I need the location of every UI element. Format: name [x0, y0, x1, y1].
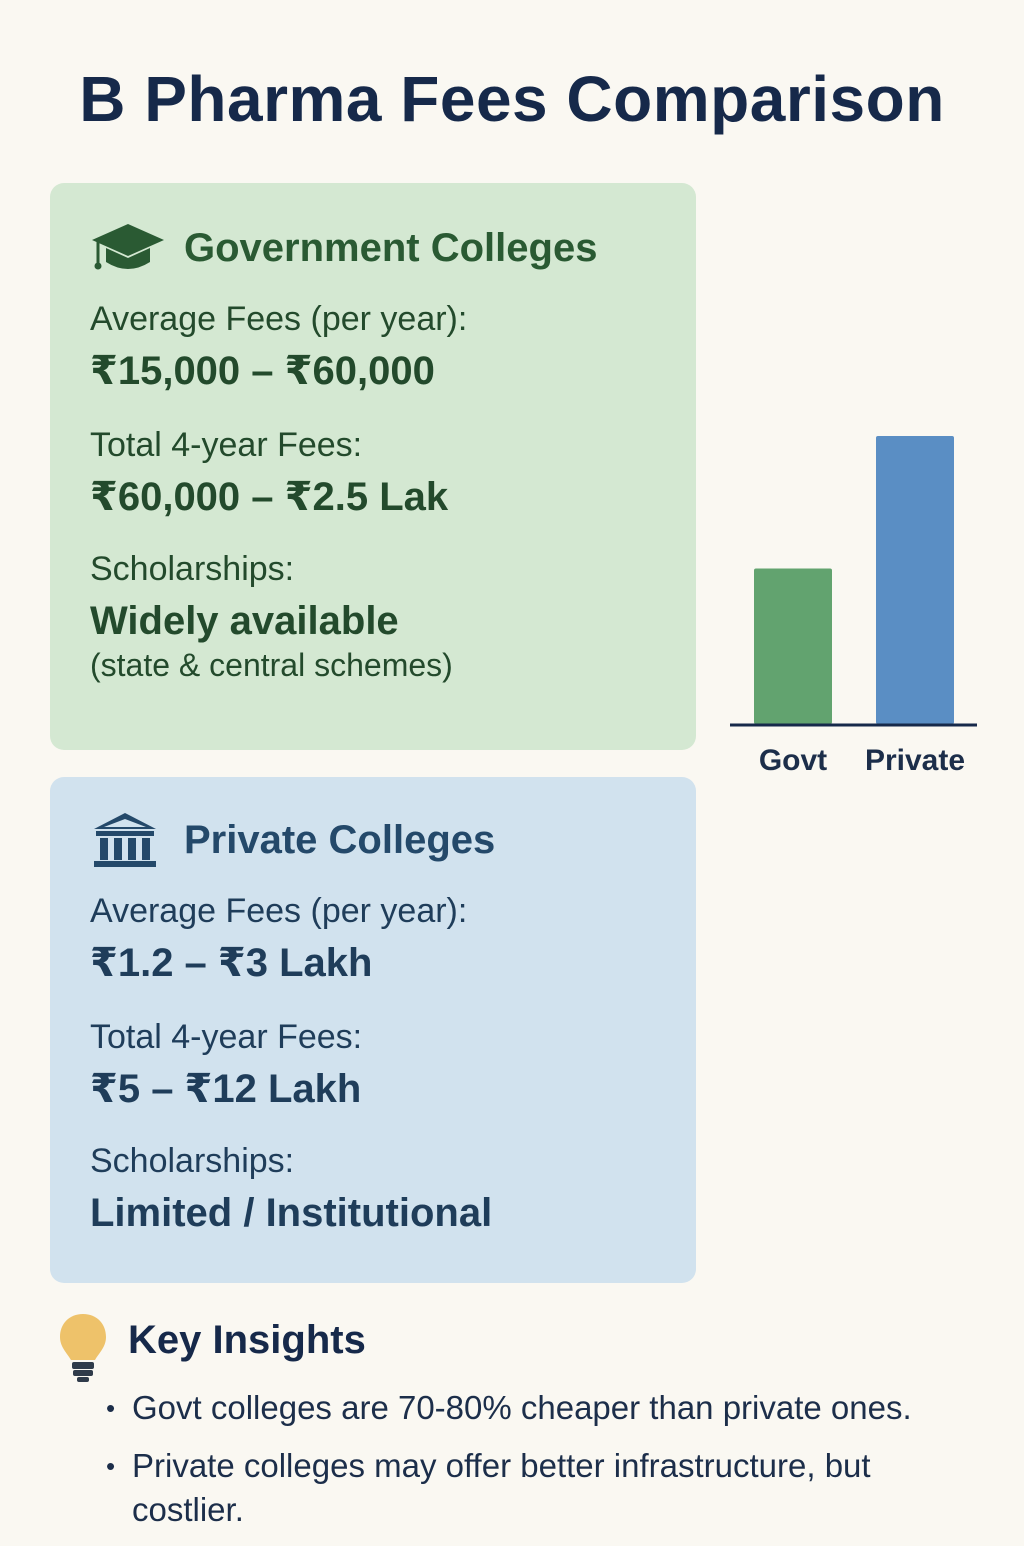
private-card-header: Private Colleges: [90, 811, 696, 869]
private-scholarships-value: Limited / Institutional: [90, 1191, 493, 1235]
graduation-cap-icon: [90, 219, 166, 277]
key-insights-title: Key Insights: [128, 1318, 366, 1362]
private-card-title: Private Colleges: [184, 817, 496, 862]
fees-bar-chart: Govt Private: [730, 436, 977, 777]
category-label-private: Private: [865, 744, 965, 777]
government-colleges-card: Government Colleges Average Fees (per ye…: [50, 183, 696, 750]
lightbulb-icon: [58, 1312, 108, 1384]
institution-building-icon: [90, 811, 166, 869]
govt-scholarships-label: Scholarships:: [90, 550, 295, 588]
insight-item: Govt colleges are 70-80% cheaper than pr…: [102, 1386, 982, 1430]
govt-scholarships-value: Widely available: [90, 599, 399, 643]
private-total-fees-label: Total 4-year Fees:: [90, 1018, 363, 1056]
key-insights-list: Govt colleges are 70-80% cheaper than pr…: [102, 1386, 982, 1546]
bar-govt: [754, 568, 832, 724]
page-title: B Pharma Fees Comparison: [79, 63, 945, 135]
insight-item: Private colleges may offer better infras…: [102, 1444, 982, 1532]
govt-total-fees-value: ₹60,000 – ₹2.5 Lak: [90, 475, 449, 519]
private-average-fees-value: ₹1.2 – ₹3 Lakh: [90, 941, 373, 985]
private-total-fees-value: ₹5 – ₹12 Lakh: [90, 1067, 362, 1111]
bar-private: [876, 436, 954, 724]
govt-average-fees-label: Average Fees (per year):: [90, 300, 468, 338]
government-card-title: Government Colleges: [184, 225, 598, 270]
private-average-fees-label: Average Fees (per year):: [90, 892, 468, 930]
govt-scholarships-note: (state & central schemes): [90, 647, 453, 683]
govt-total-fees-label: Total 4-year Fees:: [90, 426, 363, 464]
government-card-header: Government Colleges: [90, 219, 696, 277]
private-scholarships-label: Scholarships:: [90, 1142, 295, 1180]
category-label-govt: Govt: [759, 744, 827, 777]
private-colleges-card: Private Colleges Average Fees (per year)…: [50, 777, 696, 1283]
govt-average-fees-value: ₹15,000 – ₹60,000: [90, 349, 435, 393]
